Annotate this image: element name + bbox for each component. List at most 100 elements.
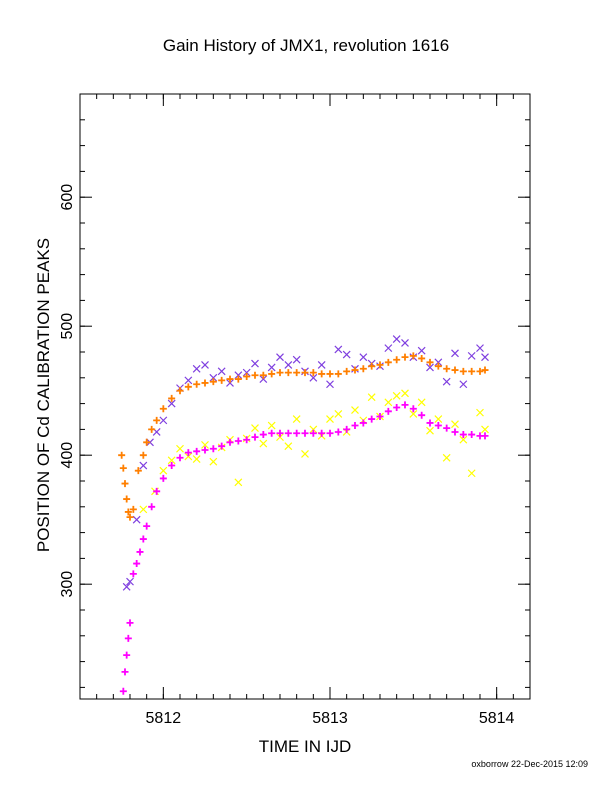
data-point (481, 425, 489, 434)
data-point (129, 570, 137, 578)
data-point (153, 487, 161, 495)
data-point (251, 359, 259, 368)
data-point (267, 363, 276, 372)
data-point (401, 353, 409, 361)
data-point (209, 445, 217, 453)
data-point (193, 380, 201, 388)
x-tick-label: 5813 (312, 710, 348, 727)
series-layer (118, 335, 489, 695)
series-2 (139, 389, 489, 514)
data-point (133, 560, 141, 568)
data-point (139, 451, 147, 459)
data-point (292, 355, 301, 364)
data-point (368, 362, 376, 370)
data-point (326, 380, 334, 389)
data-point (184, 452, 193, 461)
data-point (201, 440, 209, 449)
series-1 (122, 335, 489, 591)
data-point (143, 438, 151, 446)
data-point (409, 409, 418, 418)
data-point (159, 474, 167, 482)
data-point (343, 425, 351, 433)
data-point (443, 424, 451, 432)
data-point (343, 367, 351, 375)
data-point (434, 358, 443, 367)
data-point (317, 360, 326, 369)
data-point (226, 379, 234, 387)
data-point (284, 442, 293, 451)
data-point (234, 375, 242, 383)
data-point (434, 422, 442, 430)
data-point (409, 352, 417, 360)
data-point (417, 346, 426, 355)
axis-ticks: 5812 5813 5814 300 400 500 600 (59, 93, 531, 727)
data-point (476, 408, 484, 417)
data-point (476, 367, 484, 375)
data-point (259, 375, 268, 384)
footer-credit: oxborrow 22-Dec-2015 12:09 (471, 759, 588, 769)
data-point (418, 354, 426, 362)
data-point (451, 366, 459, 374)
data-point (284, 429, 292, 437)
data-point (121, 668, 129, 676)
data-point (309, 373, 318, 382)
data-point (134, 467, 142, 475)
data-point (334, 345, 343, 354)
data-point (468, 431, 476, 439)
data-point (481, 432, 489, 440)
data-point (148, 425, 156, 433)
data-point (309, 425, 318, 434)
data-point (326, 415, 334, 423)
data-point (122, 582, 131, 591)
data-point (467, 469, 476, 478)
data-point (418, 411, 426, 419)
data-point (259, 439, 268, 448)
data-point (276, 353, 284, 362)
y-tick-label: 500 (59, 313, 76, 340)
data-point (259, 371, 267, 379)
data-point (124, 508, 132, 516)
data-point (318, 370, 326, 378)
data-point (123, 651, 131, 659)
data-point (292, 415, 301, 423)
data-point (442, 453, 451, 462)
data-point (176, 454, 184, 462)
data-point (393, 356, 401, 364)
data-point (384, 407, 392, 415)
data-point (359, 365, 367, 373)
data-point (226, 375, 234, 383)
data-point (468, 367, 476, 375)
data-point (293, 369, 301, 377)
data-point (126, 513, 134, 521)
y-tick-label: 400 (59, 442, 76, 469)
data-point (481, 366, 489, 374)
data-point (384, 398, 393, 407)
data-point (234, 371, 243, 380)
data-point (301, 449, 309, 458)
data-point (451, 349, 459, 358)
data-point (126, 619, 134, 627)
data-point (293, 429, 301, 437)
data-point (368, 415, 376, 423)
data-point (148, 503, 156, 511)
data-point (218, 442, 226, 450)
data-point (192, 364, 201, 373)
data-point (139, 461, 148, 470)
y-axis-label: POSITION OF Cd CALIBRATION PEAKS (34, 237, 53, 553)
x-tick-label: 5812 (146, 710, 182, 727)
data-point (234, 437, 242, 445)
data-point (234, 478, 243, 487)
data-point (168, 462, 176, 470)
data-point (359, 353, 368, 362)
data-point (409, 405, 417, 413)
y-tick-label: 300 (59, 571, 76, 598)
data-point (243, 436, 251, 444)
data-point (119, 687, 127, 695)
data-point (351, 406, 359, 414)
data-point (132, 515, 141, 524)
data-point (259, 431, 267, 439)
data-point (251, 371, 259, 379)
data-point (184, 376, 193, 385)
data-point (242, 368, 251, 377)
